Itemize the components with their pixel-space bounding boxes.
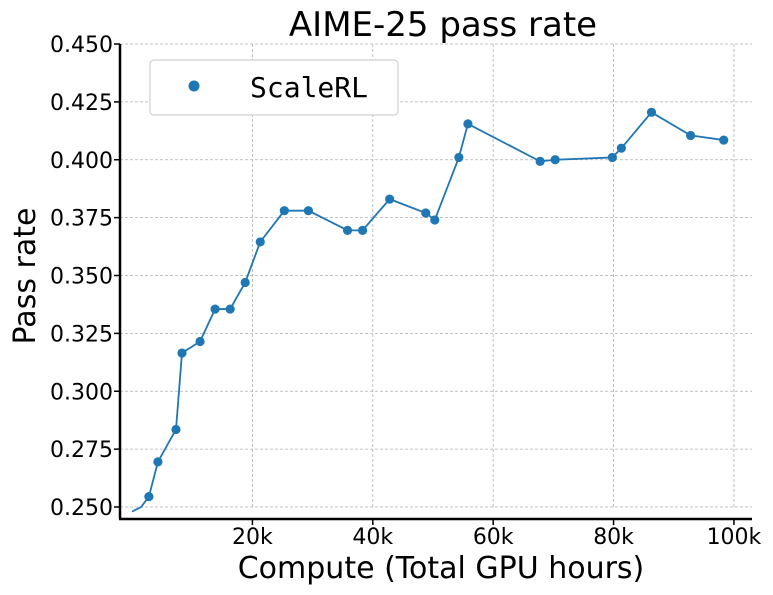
data-point [177, 348, 187, 358]
y-tick-label: 0.325 [50, 322, 113, 347]
data-point [195, 336, 205, 347]
series-line-scalerl [131, 111, 724, 513]
legend-marker [188, 80, 200, 92]
data-point [719, 135, 729, 145]
x-tick-label: 40k [352, 525, 393, 550]
data-point [463, 119, 473, 129]
legend-box [149, 59, 399, 116]
y-tick-label: 0.450 [50, 33, 113, 58]
data-point [225, 304, 235, 314]
data-point [646, 107, 657, 117]
data-point [421, 208, 431, 218]
data-point [357, 225, 368, 235]
data-point [279, 206, 289, 216]
data-point [210, 304, 220, 314]
data-point [342, 225, 353, 235]
data-point [153, 457, 163, 467]
x-tick-label: 100k [707, 525, 762, 550]
x-axis-label: Compute (Total GPU hours) [238, 551, 645, 586]
data-point [385, 194, 395, 204]
y-axis-label: Pass rate [8, 208, 43, 345]
data-point [430, 215, 440, 225]
data-point [255, 237, 265, 247]
grid [120, 43, 752, 508]
series-layer [131, 107, 729, 513]
data-point [686, 130, 696, 141]
data-point [303, 206, 313, 216]
ticks: 20k 40k 60k 80k 100k 0.250 0.275 0.300 0.325 0.35… [50, 33, 762, 550]
data-point [454, 152, 464, 163]
y-tick-label: 0.300 [50, 380, 113, 405]
legend: ScaleRL [149, 59, 399, 116]
y-tick-label: 0.375 [50, 207, 113, 232]
data-point [171, 424, 181, 435]
y-tick-label: 0.350 [50, 265, 113, 290]
x-tick-label: 80k [593, 525, 634, 550]
data-point [144, 491, 154, 502]
x-tick-label: 20k [232, 525, 273, 550]
chart-title: AIME-25 pass rate [289, 5, 597, 45]
data-point [616, 143, 626, 153]
data-point [535, 156, 545, 166]
data-point [550, 155, 560, 165]
data-point [240, 277, 250, 288]
y-tick-label: 0.425 [50, 91, 113, 116]
y-tick-label: 0.275 [50, 438, 113, 463]
y-tick-label: 0.400 [50, 149, 113, 174]
data-point [607, 152, 617, 163]
x-tick-label: 60k [473, 525, 514, 550]
y-tick-label: 0.250 [50, 496, 113, 521]
legend-label: ScaleRL [250, 71, 368, 104]
